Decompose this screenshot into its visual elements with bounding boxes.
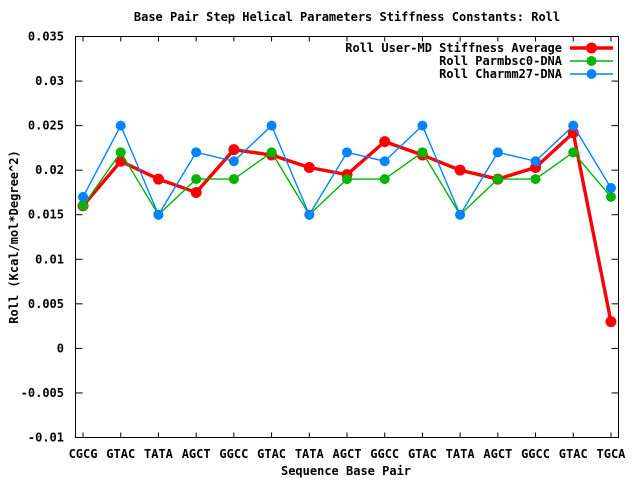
y-tick-label: 0.025 — [28, 119, 64, 133]
data-point-marker — [228, 156, 239, 167]
data-point-marker — [492, 174, 503, 185]
y-tick-label: 0.01 — [35, 252, 64, 266]
x-tick-label: AGCT — [182, 447, 211, 461]
legend-label: Roll User-MD Stiffness Average — [345, 41, 562, 55]
x-tick-label: GTAC — [559, 447, 588, 461]
x-tick-label: TGCA — [597, 447, 627, 461]
data-point-marker — [605, 182, 616, 193]
x-tick-label: CGCG — [69, 447, 98, 461]
x-tick-label: GGCC — [370, 447, 399, 461]
x-tick-label: GTAC — [408, 447, 437, 461]
data-point-marker — [379, 174, 390, 185]
x-tick-label: AGCT — [333, 447, 362, 461]
y-tick-label: 0.015 — [28, 208, 64, 222]
x-tick-label: GGCC — [521, 447, 550, 461]
data-point-marker — [115, 120, 126, 131]
data-point-marker — [78, 200, 89, 211]
x-tick-label: TATA — [446, 447, 476, 461]
legend-marker — [586, 42, 597, 54]
legend-marker — [586, 56, 597, 66]
chart-title: Base Pair Step Helical Parameters Stiffn… — [133, 10, 561, 24]
y-tick-label: -0.005 — [21, 386, 64, 400]
x-tick-label: TATA — [295, 447, 325, 461]
data-point-marker — [342, 147, 352, 158]
y-tick-label: 0.035 — [28, 30, 64, 44]
y-tick-label: 0.03 — [35, 74, 64, 88]
data-point-marker — [228, 174, 239, 185]
x-tick-label: GGCC — [219, 447, 248, 461]
data-point-marker — [605, 316, 617, 328]
legend-label: Roll Parmbsc0-DNA — [439, 54, 563, 68]
data-point-marker — [115, 147, 126, 158]
legend-label: Roll Charmm27-DNA — [439, 67, 563, 81]
x-axis-label: Sequence Base Pair — [280, 464, 412, 478]
data-point-marker — [454, 164, 466, 176]
data-point-marker — [455, 209, 466, 220]
data-point-marker — [152, 173, 164, 185]
data-point-marker — [530, 174, 541, 185]
data-point-marker — [568, 147, 579, 158]
data-point-marker — [379, 136, 391, 148]
x-tick-label: GTAC — [257, 447, 286, 461]
y-tick-label: 0.02 — [35, 163, 64, 177]
y-tick-label: -0.01 — [28, 431, 64, 445]
data-point-marker — [191, 147, 202, 158]
data-point-marker — [228, 144, 240, 156]
data-point-marker — [153, 209, 164, 220]
x-tick-label: TATA — [144, 447, 174, 461]
data-point-marker — [304, 209, 315, 220]
data-point-marker — [417, 147, 428, 158]
legend-marker — [586, 69, 597, 79]
data-point-marker — [379, 156, 390, 167]
data-point-marker — [342, 174, 352, 185]
data-point-marker — [266, 147, 277, 158]
data-point-marker — [190, 186, 202, 198]
data-point-marker — [303, 161, 315, 173]
x-tick-label: AGCT — [483, 447, 512, 461]
x-tick-label: GTAC — [106, 447, 135, 461]
plot-border — [75, 36, 619, 438]
data-point-marker — [530, 156, 541, 167]
data-point-marker — [266, 120, 277, 131]
data-point-marker — [568, 120, 579, 131]
data-point-marker — [492, 147, 503, 158]
data-point-marker — [605, 191, 616, 202]
y-tick-label: 0 — [57, 341, 64, 355]
data-point-marker — [115, 155, 127, 167]
data-point-marker — [78, 191, 89, 202]
data-point-marker — [417, 120, 428, 131]
data-point-marker — [191, 174, 202, 185]
y-tick-label: 0.005 — [28, 297, 64, 311]
